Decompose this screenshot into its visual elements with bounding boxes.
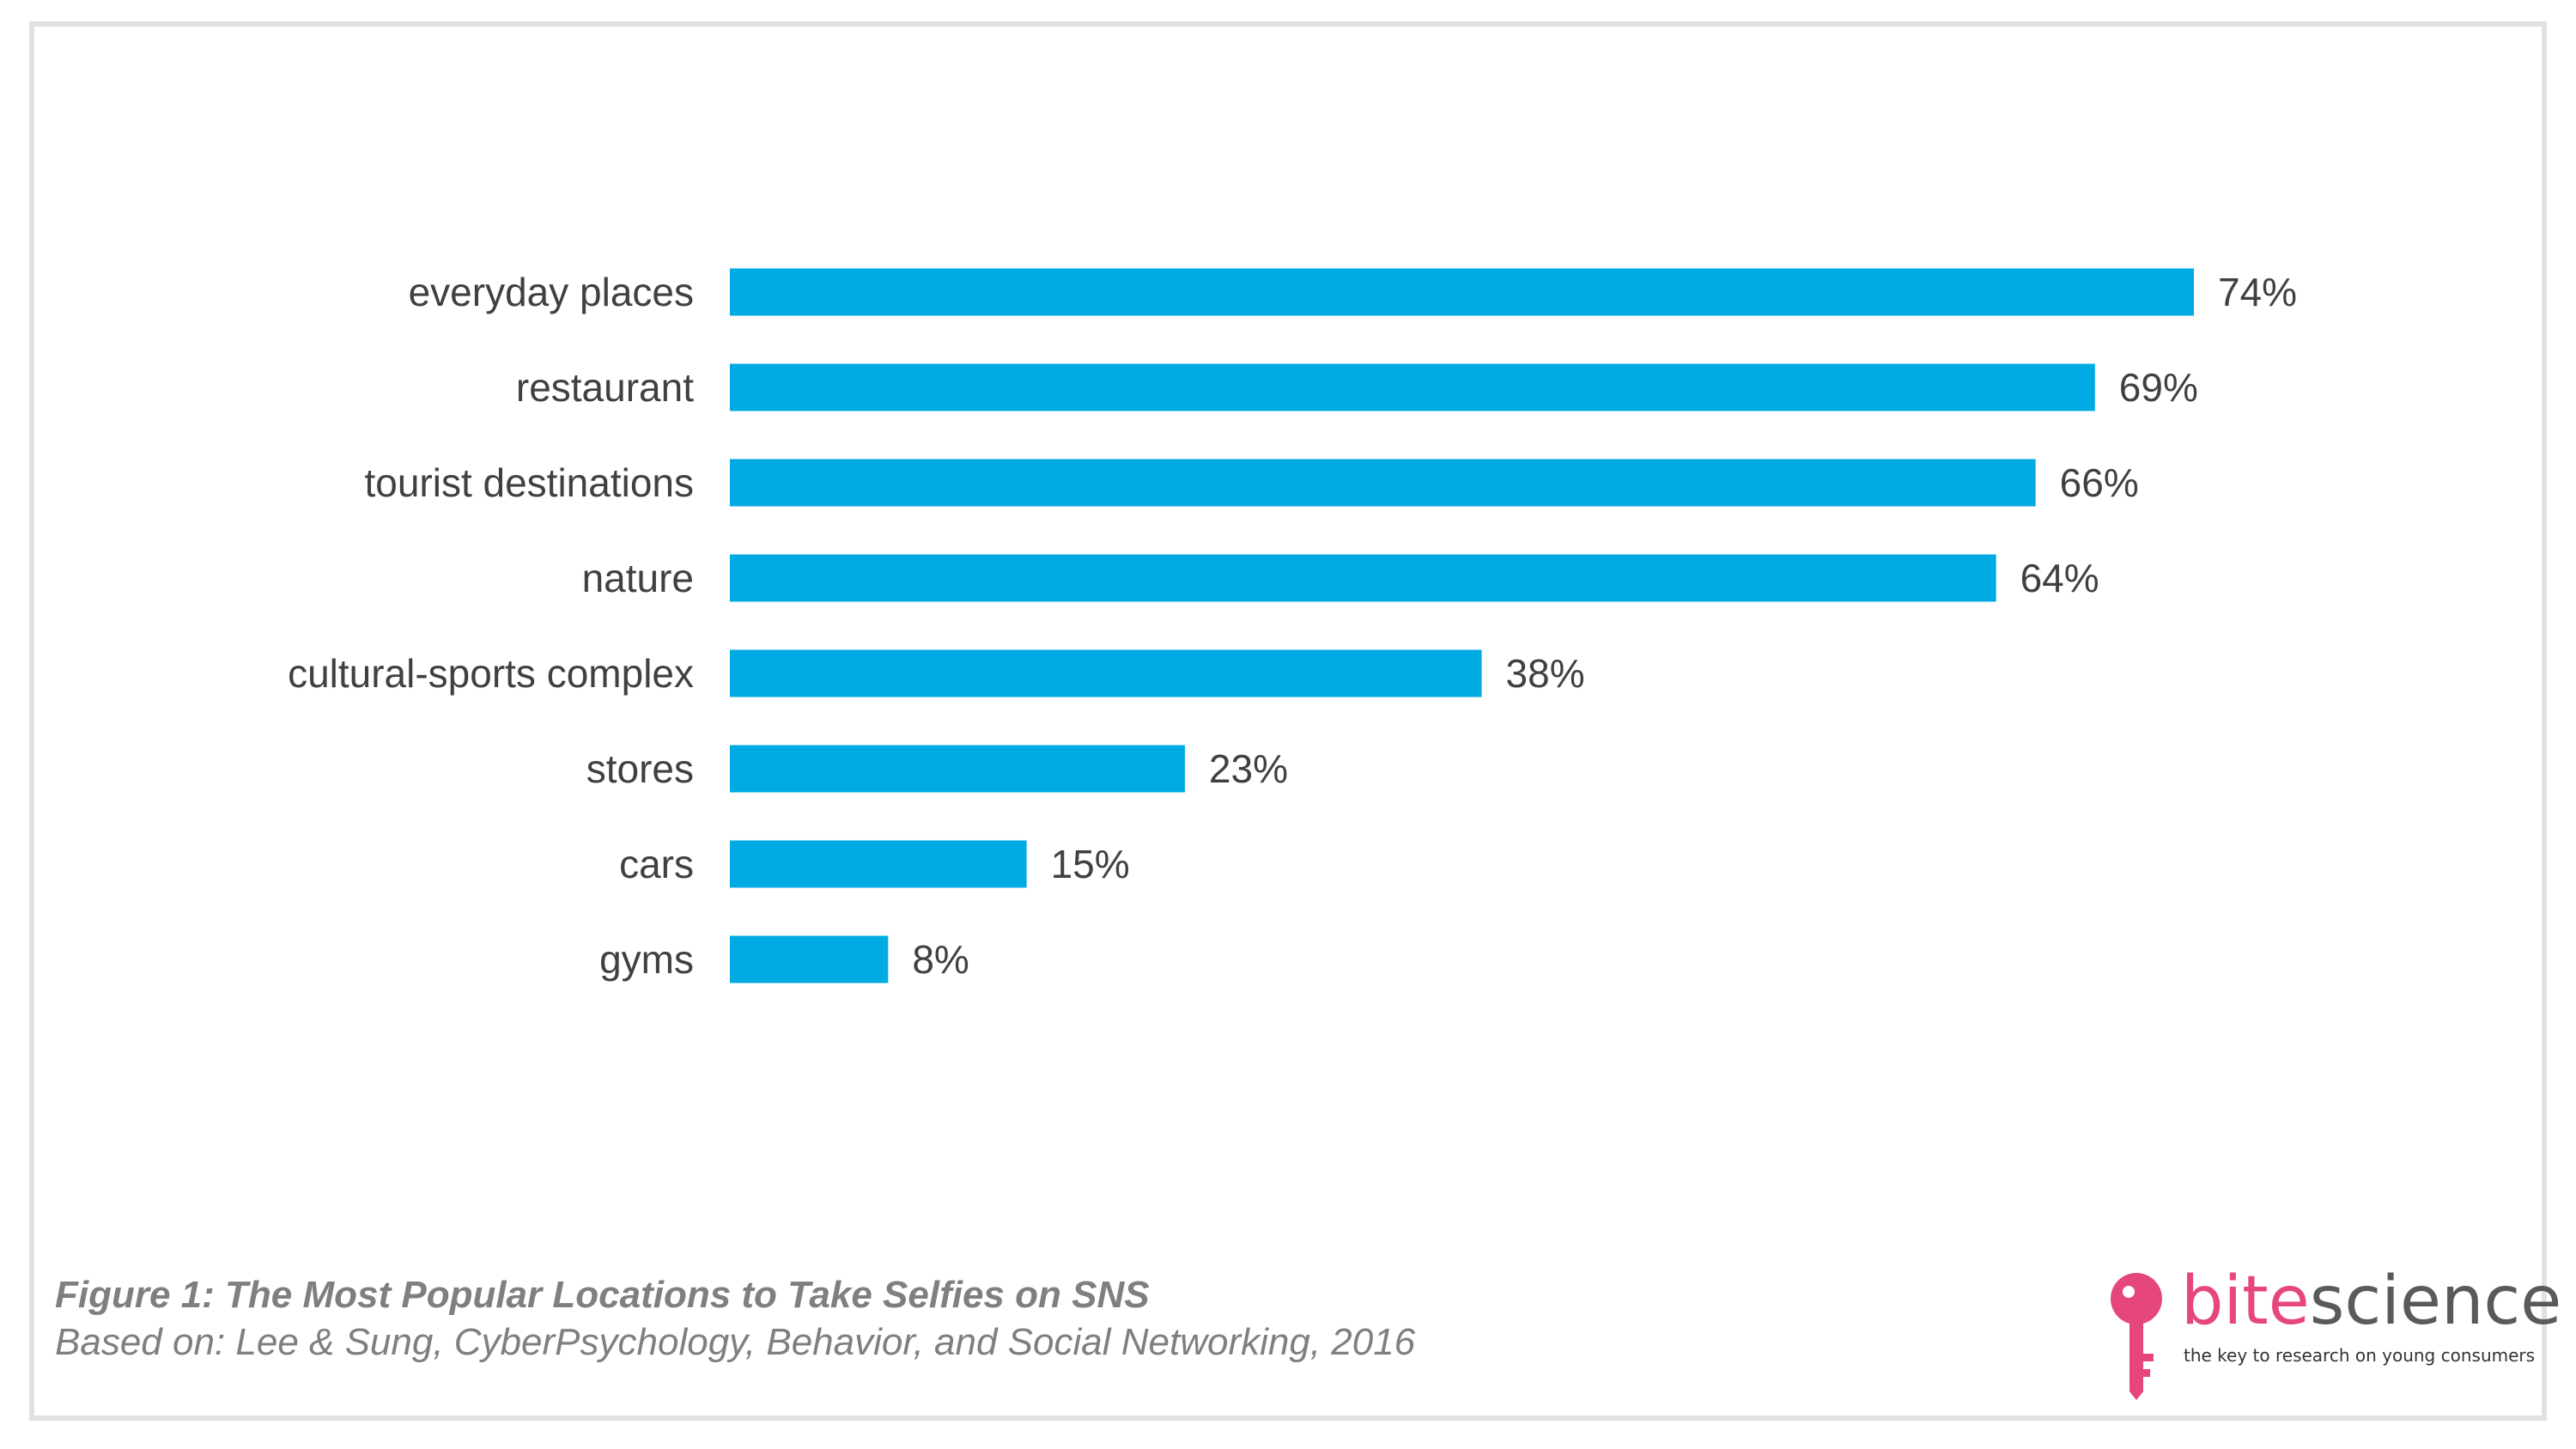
- logo-wordmark: bitescience: [2181, 1263, 2561, 1340]
- bar: [730, 649, 1482, 697]
- bar: [730, 554, 1996, 602]
- category-label: tourist destinations: [364, 460, 694, 505]
- key-icon: [2111, 1273, 2162, 1400]
- category-label: nature: [582, 556, 694, 600]
- bar: [730, 935, 889, 983]
- category-label: restaurant: [516, 365, 694, 410]
- bar: [730, 745, 1185, 793]
- figure-caption-source: Based on: Lee & Sung, CyberPsychology, B…: [55, 1321, 1416, 1363]
- data-label: 66%: [2060, 460, 2139, 505]
- bitescience-logo: bitescience the key to research on young…: [2108, 1263, 2561, 1409]
- bar: [730, 459, 2036, 507]
- bar: [730, 268, 2194, 316]
- category-label: everyday places: [409, 270, 694, 314]
- data-label: 74%: [2218, 270, 2297, 314]
- category-label: stores: [586, 746, 694, 791]
- category-label: gyms: [599, 937, 694, 982]
- data-label: 38%: [1506, 651, 1585, 696]
- data-label: 64%: [2020, 556, 2099, 600]
- bar: [730, 363, 2095, 411]
- logo-word-science: science: [2309, 1263, 2562, 1340]
- bar-chart: everyday places 74% restaurant 69% tourist d…: [288, 268, 2297, 983]
- logo-word-bite: bite: [2181, 1263, 2310, 1340]
- bars-group: everyday places 74% restaurant 69% tourist d…: [288, 268, 2297, 983]
- category-label: cars: [619, 842, 694, 886]
- bar: [730, 840, 1027, 888]
- data-label: 23%: [1209, 746, 1288, 791]
- figure-frame: [29, 21, 2547, 1421]
- data-label: 69%: [2119, 365, 2198, 410]
- figure-caption-title: Figure 1: The Most Popular Locations to …: [55, 1274, 1150, 1316]
- logo-tagline: the key to research on young consumers: [2184, 1345, 2536, 1366]
- data-label: 8%: [912, 937, 969, 982]
- data-label: 15%: [1051, 842, 1130, 886]
- category-label: cultural-sports complex: [288, 651, 694, 696]
